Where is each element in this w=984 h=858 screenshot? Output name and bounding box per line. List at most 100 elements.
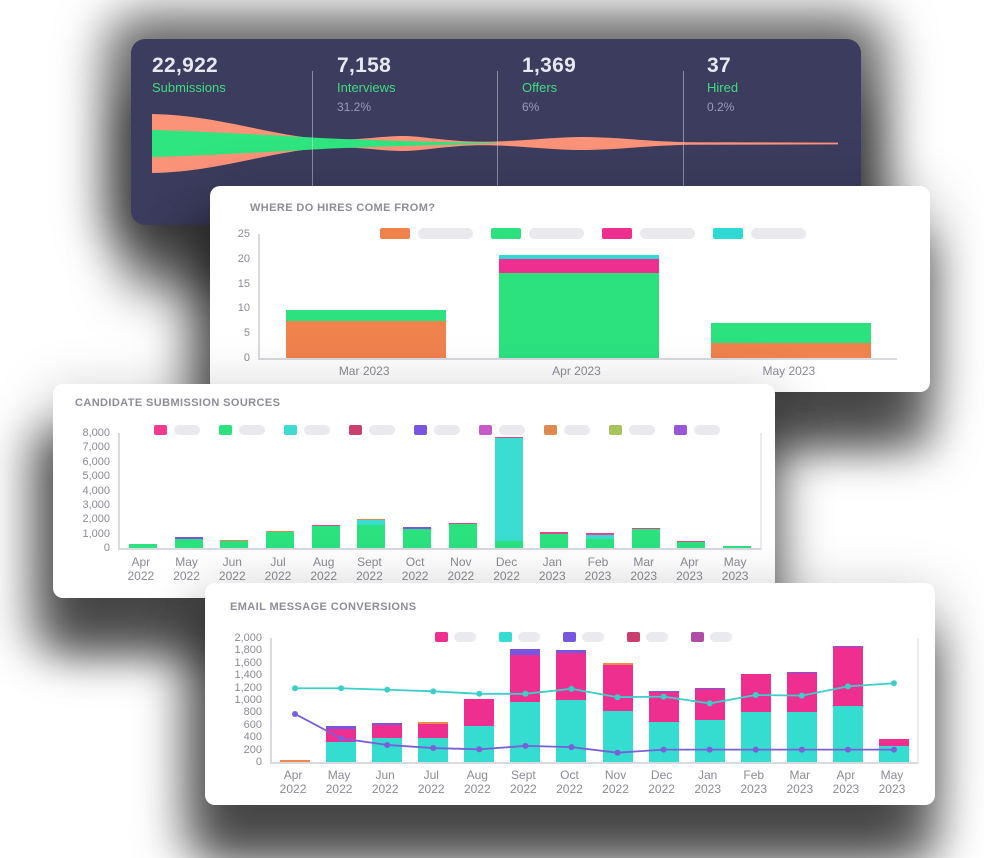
- bar-segment-purple: [648, 690, 679, 692]
- legend-swatch: [380, 228, 410, 239]
- legend-label-redacted: [640, 228, 695, 239]
- legend-item[interactable]: [414, 425, 479, 435]
- legend-label-redacted: [518, 632, 540, 642]
- legend-label-redacted: [174, 425, 200, 435]
- x-axis-label: Jan 2023: [694, 768, 722, 796]
- stat-label: Offers: [522, 80, 558, 95]
- legend-item[interactable]: [380, 228, 491, 239]
- teal-line-marker: [568, 685, 575, 692]
- x-axis-label: Jul 2022: [264, 555, 292, 583]
- teal-line-marker: [660, 693, 667, 700]
- purple-line-marker: [798, 746, 805, 753]
- y-axis-label: 200: [243, 743, 262, 756]
- purple-line-marker: [338, 735, 345, 742]
- submission-sources-card: CANDIDATE SUBMISSION SOURCES 8,000 7,000 6…: [53, 384, 775, 598]
- bar-segment-green: [448, 523, 477, 548]
- legend-item[interactable]: [499, 632, 563, 642]
- bar-segment-green: [311, 525, 340, 548]
- x-axis-label: May 2023: [762, 364, 816, 378]
- x-axis-label: Jul 2022: [417, 768, 445, 796]
- legend-label-redacted: [751, 228, 806, 239]
- x-axis-label: Oct 2022: [401, 555, 429, 583]
- legend-item[interactable]: [713, 228, 824, 239]
- legend-item[interactable]: [544, 425, 609, 435]
- funnel-inner-band: [152, 130, 497, 157]
- legend-swatch: [499, 632, 512, 642]
- x-axis-label: Apr 2023: [552, 364, 601, 378]
- bar-segment-teal: [832, 706, 863, 762]
- legend-swatch: [563, 632, 576, 642]
- stat-offers: 1,369 Offers 6%: [522, 53, 692, 117]
- bar-segment-teal: [694, 719, 725, 762]
- legend-item[interactable]: [602, 228, 713, 239]
- y-axis-label: 15: [237, 277, 250, 290]
- bar-segment-teal: [494, 438, 523, 541]
- legend-item[interactable]: [219, 425, 284, 435]
- bar-segment-pink: [372, 724, 403, 738]
- bar-segment-pink: [418, 724, 449, 738]
- bar-segment-teal: [586, 535, 614, 539]
- bar-segment-orange: [220, 539, 249, 541]
- plot-area: [118, 433, 762, 550]
- legend-swatch: [349, 425, 362, 435]
- chart-legend: [435, 632, 755, 642]
- purple-line-marker: [292, 710, 299, 717]
- stat-divider: [312, 71, 313, 225]
- legend-item[interactable]: [435, 632, 499, 642]
- purple-line-marker: [844, 746, 851, 753]
- bar-segment-pink: [448, 522, 477, 524]
- x-axis-label: Sept 2022: [510, 768, 537, 796]
- legend-item[interactable]: [491, 228, 602, 239]
- x-axis-label: Aug 2022: [463, 768, 491, 796]
- legend-swatch: [479, 425, 492, 435]
- bar-segment-pink: [498, 258, 659, 273]
- bar-segment-purple: [174, 537, 203, 540]
- bar-segment-teal: [510, 702, 541, 762]
- chart-legend: [380, 228, 824, 239]
- teal-line-marker: [706, 700, 713, 707]
- y-axis-label: 3,000: [82, 498, 110, 511]
- bar-segment-green: [586, 538, 614, 548]
- legend-item[interactable]: [674, 425, 739, 435]
- legend-item[interactable]: [563, 632, 627, 642]
- bar-segment-green: [174, 539, 203, 548]
- y-axis-label: 10: [237, 302, 250, 315]
- bar-segment-purple: [403, 527, 432, 530]
- bar-segment-purple: [694, 687, 725, 689]
- stat-divider: [683, 71, 684, 225]
- x-axis-label: Oct 2022: [556, 768, 583, 796]
- legend-item[interactable]: [154, 425, 219, 435]
- legend-item[interactable]: [284, 425, 349, 435]
- legend-item[interactable]: [479, 425, 544, 435]
- legend-item[interactable]: [609, 425, 674, 435]
- teal-line-marker: [384, 686, 391, 693]
- teal-line-marker: [890, 680, 897, 687]
- x-axis-label: May 2023: [878, 768, 906, 796]
- bar-segment-orange: [357, 519, 386, 520]
- hires-source-card: WHERE DO HIRES COME FROM? 25 20 15 10 5 0 Mar …: [210, 186, 930, 392]
- x-axis-label: Feb 2023: [740, 768, 768, 796]
- y-axis-label: 2,000: [234, 632, 262, 644]
- purple-line-marker: [890, 746, 897, 753]
- x-axis-label: Apr 2022: [127, 555, 155, 583]
- bar-segment-orange: [280, 760, 311, 762]
- x-axis-label: Jun 2022: [218, 555, 246, 583]
- legend-item[interactable]: [627, 632, 691, 642]
- stat-value: 37: [707, 54, 731, 77]
- legend-swatch: [674, 425, 687, 435]
- x-axis-label: Dec 2022: [493, 555, 520, 583]
- legend-item[interactable]: [349, 425, 414, 435]
- legend-item[interactable]: [691, 632, 755, 642]
- bar-segment-orange: [602, 662, 633, 665]
- chart-title: WHERE DO HIRES COME FROM?: [250, 202, 436, 214]
- bar-segment-teal: [372, 737, 403, 762]
- y-axis-label: 1,400: [234, 669, 262, 682]
- bar-segment-green: [128, 544, 157, 548]
- stat-divider: [497, 71, 498, 225]
- bar-segment-purple: [372, 722, 403, 725]
- y-axis-label: 1,000: [82, 527, 110, 540]
- bar-segment-green: [266, 532, 294, 548]
- x-axis-label: May 2023: [721, 555, 749, 583]
- legend-label-redacted: [369, 425, 395, 435]
- y-axis-label: 1,200: [234, 681, 262, 694]
